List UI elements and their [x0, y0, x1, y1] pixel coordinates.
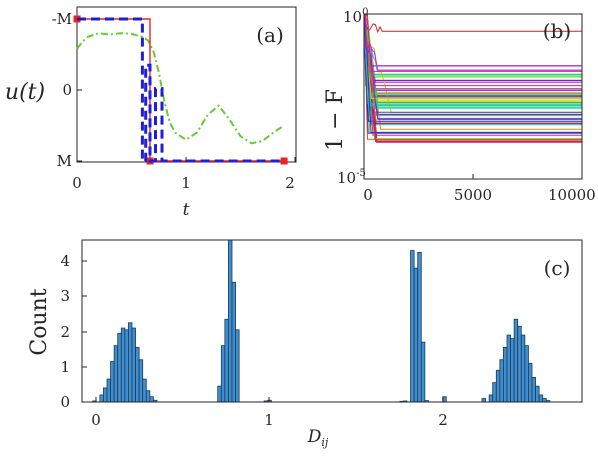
c-bar-4 — [110, 361, 115, 402]
c-bar-20 — [228, 240, 233, 402]
c-ytick-2: 2 — [60, 323, 70, 341]
b-curve-42 — [364, 14, 582, 71]
panel-c-ticks — [82, 260, 444, 402]
c-bar-14 — [145, 390, 151, 402]
b-panel-label: (b) — [543, 19, 571, 43]
c-bar-21 — [231, 281, 236, 402]
c-bar-5 — [113, 345, 119, 402]
c-ytick-4: 4 — [60, 252, 70, 270]
c-xlabel: Dij — [307, 427, 329, 449]
b-xtick-1: 5000 — [454, 186, 492, 204]
a-ytick-mid: 0 — [62, 81, 72, 99]
a-marker-2 — [280, 157, 288, 165]
c-bar-40 — [510, 338, 515, 402]
b-curve-52 — [364, 14, 582, 124]
c-bar-45 — [528, 362, 533, 402]
panel-b-curves — [364, 14, 582, 143]
c-ytick-1: 1 — [60, 358, 70, 376]
b-ylabel: 1 − F — [323, 89, 348, 151]
a-series-solid — [77, 18, 285, 162]
c-xtick-0: 0 — [91, 411, 101, 429]
a-ylabel: u(t) — [5, 80, 45, 105]
c-bar-39 — [506, 334, 511, 402]
c-bar-8 — [124, 329, 129, 402]
c-ytick-0: 0 — [60, 393, 70, 411]
c-bar-41 — [513, 318, 519, 402]
c-bar-46 — [531, 376, 536, 402]
c-bar-17 — [217, 385, 222, 402]
b-ytick-bot-base: 10 — [337, 169, 356, 187]
a-panel-label: (a) — [256, 23, 284, 47]
b-xtick-2: 10000 — [548, 186, 596, 204]
a-ytick-bot: M — [57, 152, 72, 170]
c-xlabel-sub: ij — [321, 436, 329, 449]
c-bar-29 — [417, 251, 422, 402]
c-bar-19 — [224, 318, 229, 402]
b-curve-58 — [364, 14, 582, 120]
b-ytick-bot-exp: -5 — [356, 168, 366, 179]
c-bar-44 — [524, 345, 529, 402]
panel-b: 100 10-5 0 5000 10000 1 − F (b) — [323, 7, 596, 204]
c-panel-label: (c) — [544, 256, 571, 280]
c-bar-47 — [535, 385, 540, 402]
c-bar-28 — [413, 267, 419, 402]
a-ytick-top: -M — [52, 10, 72, 28]
panel-c: 0 1 2 3 4 0 1 2 Dij Count (c) — [27, 239, 583, 449]
c-bar-22 — [235, 329, 240, 402]
c-bar-1 — [99, 394, 104, 402]
c-bar-42 — [517, 325, 522, 402]
b-ytick-bot: 10-5 — [337, 168, 366, 187]
c-bar-18 — [220, 345, 226, 402]
a-xtick-2: 2 — [285, 174, 295, 192]
c-xlabel-main: D — [307, 427, 322, 447]
panel-a: -M 0 M 0 1 2 t u(t) (a) — [5, 6, 297, 220]
c-xtick-2: 2 — [438, 411, 448, 429]
c-bar-30 — [420, 341, 426, 402]
c-bar-37 — [499, 359, 504, 402]
c-bar-11 — [135, 347, 140, 402]
b-ytick-top: 100 — [343, 7, 368, 26]
c-bar-38 — [503, 347, 508, 402]
a-series-dashed — [77, 17, 285, 163]
b-curve-59 — [364, 14, 582, 87]
b-ytick-top-exp: 0 — [362, 7, 368, 18]
c-bar-15 — [149, 396, 154, 402]
c-ylabel: Count — [27, 288, 52, 355]
c-bar-7 — [120, 327, 126, 402]
c-bar-13 — [142, 378, 147, 402]
c-bar-27 — [410, 250, 415, 402]
c-bar-34 — [488, 394, 494, 402]
c-bar-6 — [117, 332, 122, 402]
c-bar-48 — [538, 394, 544, 402]
c-bar-12 — [138, 359, 144, 402]
a-xtick-1: 1 — [181, 174, 191, 192]
c-bar-26 — [403, 400, 408, 402]
panel-c-bars — [92, 240, 551, 402]
a-series-dashdot — [76, 32, 285, 145]
c-bar-10 — [131, 327, 136, 402]
c-bar-3 — [106, 378, 111, 402]
c-xtick-1: 1 — [264, 411, 274, 429]
c-bar-9 — [128, 322, 133, 402]
b-ytick-top-base: 10 — [343, 8, 362, 26]
c-ytick-3: 3 — [60, 287, 70, 305]
panel-a-ticks — [77, 18, 296, 162]
a-xlabel: t — [183, 200, 190, 220]
panel-c-frame — [81, 239, 583, 403]
a-xtick-0: 0 — [72, 174, 82, 192]
b-xtick-0: 0 — [363, 186, 373, 204]
c-bar-33 — [481, 398, 486, 402]
c-bar-2 — [103, 387, 108, 402]
panel-a-series — [73, 15, 288, 165]
c-bar-43 — [520, 334, 526, 402]
c-bar-49 — [542, 398, 547, 402]
c-bar-35 — [492, 382, 497, 402]
c-bar-36 — [495, 369, 501, 402]
